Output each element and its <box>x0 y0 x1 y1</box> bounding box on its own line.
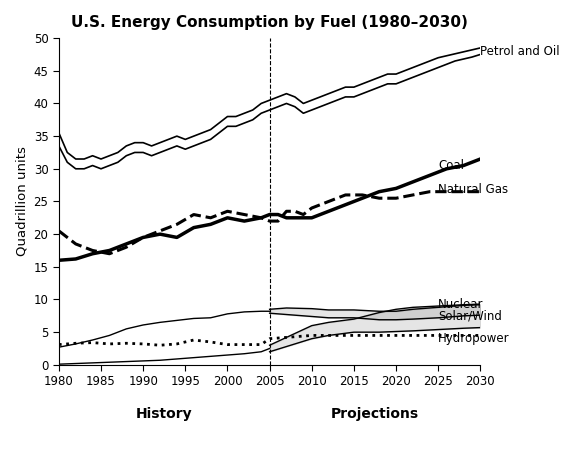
Text: Petrol and Oil: Petrol and Oil <box>480 45 560 58</box>
Text: Coal: Coal <box>438 159 464 172</box>
Text: Solar/Wind: Solar/Wind <box>438 309 502 322</box>
Title: U.S. Energy Consumption by Fuel (1980–2030): U.S. Energy Consumption by Fuel (1980–20… <box>71 15 468 30</box>
Text: History: History <box>136 407 193 421</box>
Text: Projections: Projections <box>331 407 419 421</box>
Y-axis label: Quadrillion units: Quadrillion units <box>15 147 28 256</box>
Text: Nuclear: Nuclear <box>438 298 484 311</box>
Text: Natural Gas: Natural Gas <box>438 183 508 196</box>
Text: Hydropower: Hydropower <box>438 332 510 345</box>
